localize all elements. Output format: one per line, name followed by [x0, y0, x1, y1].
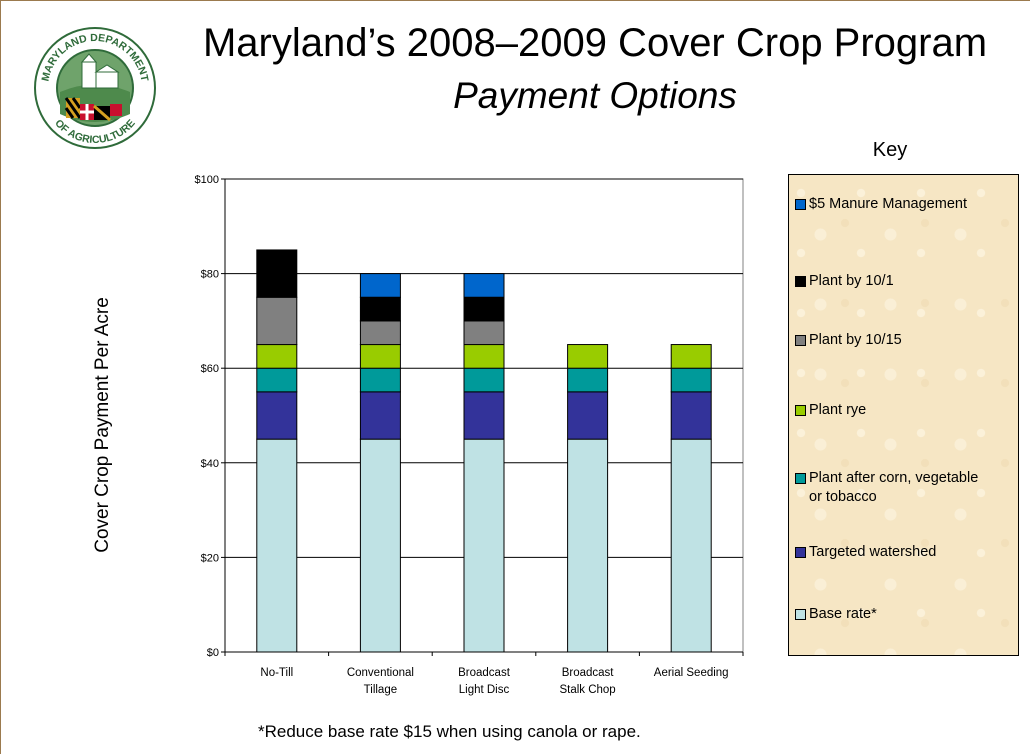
maryland-department-of-agriculture-logo: MARYLAND DEPARTMENT OF AGRICULTURE [30, 22, 160, 150]
x-tick-label: Aerial Seeding [654, 667, 729, 679]
legend-item: Targeted watershed [795, 543, 1014, 562]
legend: $5 Manure Management Plant by 10/1 Plant b… [788, 174, 1019, 656]
page-title: Maryland’s 2008–2009 Cover Crop Program [202, 21, 988, 65]
bar-segment [463, 273, 505, 298]
bar-segment [256, 249, 298, 298]
bar-segment [567, 391, 609, 440]
x-tick-label: Broadcast Stalk Chop [559, 667, 615, 696]
legend-swatch [795, 335, 806, 346]
bar-segment [567, 438, 609, 653]
x-tick-label: Conventional Tillage [347, 667, 414, 696]
legend-item: Plant by 10/15 [795, 331, 1014, 350]
legend-item: Base rate* [795, 605, 1014, 624]
x-tick-label: Broadcast Light Disc [458, 667, 511, 696]
bar-segment [463, 296, 505, 322]
legend-swatch [795, 609, 806, 620]
bar-segment [463, 391, 505, 440]
bar-segment [463, 438, 505, 653]
x-tick-label: No-Till [260, 667, 293, 679]
bar-segment [670, 438, 712, 653]
bar-segment [567, 367, 609, 393]
legend-swatch [795, 276, 806, 287]
y-tick-label: $60 [201, 363, 219, 375]
bar-segment [670, 391, 712, 440]
y-tick-label: $20 [201, 552, 219, 564]
bar-segment [256, 438, 298, 653]
bar-segment [359, 320, 401, 346]
bar-segment [567, 344, 609, 369]
legend-item: Plant rye [795, 401, 1014, 420]
y-tick-label: $40 [201, 458, 219, 470]
bar-segment [359, 438, 401, 653]
bar-segment [463, 344, 505, 369]
y-tick-label: $100 [195, 174, 219, 186]
legend-swatch [795, 405, 806, 416]
legend-swatch [795, 547, 806, 558]
legend-label: Plant rye [809, 402, 867, 418]
bar-segment [256, 391, 298, 440]
legend-item: Plant after corn, vegetable or tobacco [795, 469, 1014, 507]
bar-segment [670, 367, 712, 393]
y-tick-label: $0 [207, 647, 219, 659]
legend-label: Plant by 10/1 [809, 273, 894, 289]
legend-label: Base rate* [809, 606, 877, 622]
legend-label: $5 Manure Management [809, 196, 967, 212]
bar-segment [359, 344, 401, 369]
bar-segment [463, 367, 505, 393]
legend-label: Targeted watershed [809, 544, 937, 560]
bar-segment [256, 296, 298, 346]
legend-swatch [795, 199, 806, 210]
bar-segment [256, 344, 298, 369]
bar-segment [359, 391, 401, 440]
bar-segment [463, 320, 505, 346]
footnote: *Reduce base rate $15 when using canola … [258, 722, 641, 741]
legend-title: Key [872, 139, 908, 161]
legend-label: Plant after corn, vegetable or tobacco [809, 470, 979, 505]
legend-swatch [795, 473, 806, 484]
bar-segment [256, 367, 298, 393]
bar-segment [359, 273, 401, 298]
page-subtitle: Payment Options [453, 75, 737, 116]
y-tick-label: $80 [201, 269, 219, 281]
bar-segment [670, 344, 712, 369]
legend-item: $5 Manure Management [795, 195, 1014, 214]
bar-segment [359, 296, 401, 322]
legend-label: Plant by 10/15 [809, 332, 902, 348]
bar-segment [359, 367, 401, 393]
legend-item: Plant by 10/1 [795, 272, 1014, 291]
